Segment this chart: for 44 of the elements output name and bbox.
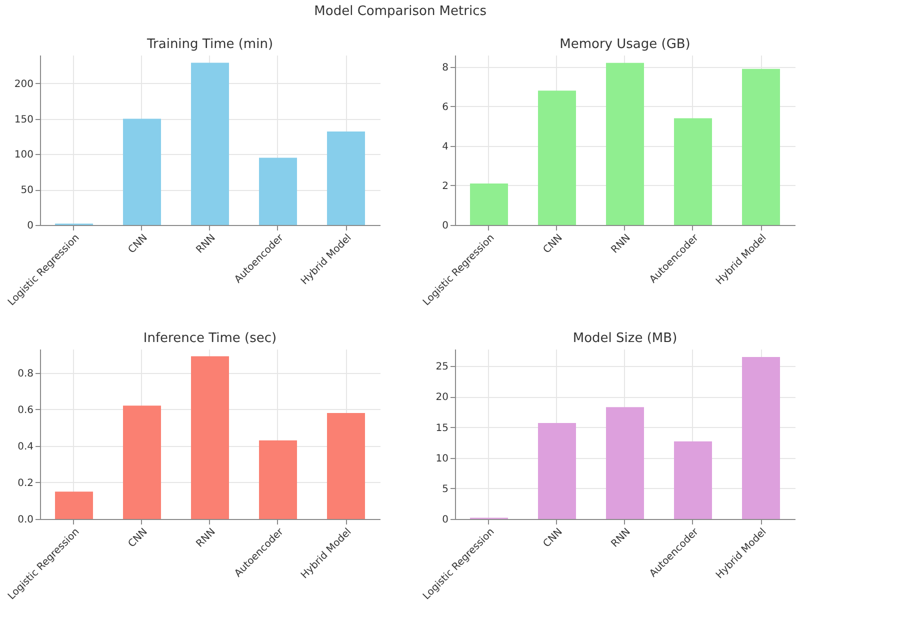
bar (55, 492, 93, 519)
y-tick-label: 10 (436, 453, 448, 464)
bar (259, 158, 297, 225)
y-tick-label: 20 (436, 392, 448, 404)
chart-title: Memory Usage (GB) (560, 37, 690, 52)
y-tick-label: 200 (14, 78, 34, 90)
y-tick-label: 6 (442, 102, 448, 113)
bar (327, 412, 365, 519)
y-tick-label: 0.2 (18, 478, 34, 489)
bar (606, 407, 644, 519)
y-tick-label: 0.6 (18, 404, 34, 416)
y-tick-label: 0 (27, 220, 34, 232)
y-tick-label: 2 (442, 180, 448, 192)
chart-title: Inference Time (sec) (143, 331, 277, 346)
y-tick-label: 0 (442, 514, 448, 526)
y-tick-label: 0.4 (18, 441, 34, 452)
y-tick-label: 25 (436, 362, 448, 373)
bar (259, 440, 297, 519)
y-tick-label: 100 (14, 150, 34, 161)
chart-title: Training Time (min) (146, 37, 274, 52)
bar (674, 441, 712, 519)
bar (606, 62, 644, 225)
y-tick-label: 150 (14, 114, 34, 126)
bar (538, 90, 576, 225)
bar (191, 356, 229, 519)
text: Model Comparison Metrics (314, 4, 487, 19)
bar (123, 118, 161, 225)
bar (470, 183, 508, 225)
chart-title: Model Size (MB) (572, 331, 678, 346)
y-tick-label: 50 (20, 185, 34, 196)
y-tick-label: 0.8 (18, 368, 34, 380)
y-tick-label: 0.0 (18, 514, 34, 526)
y-tick-label: 8 (442, 62, 448, 74)
y-tick-label: 0 (442, 220, 448, 232)
bar (327, 132, 365, 225)
bar (742, 356, 780, 519)
bar (674, 118, 712, 225)
bar (123, 406, 161, 519)
y-tick-label: 4 (442, 141, 448, 152)
y-tick-label: 5 (442, 484, 448, 495)
bar (191, 62, 229, 225)
y-tick-label: 15 (436, 422, 448, 434)
bar (538, 422, 576, 519)
bar (742, 68, 780, 225)
